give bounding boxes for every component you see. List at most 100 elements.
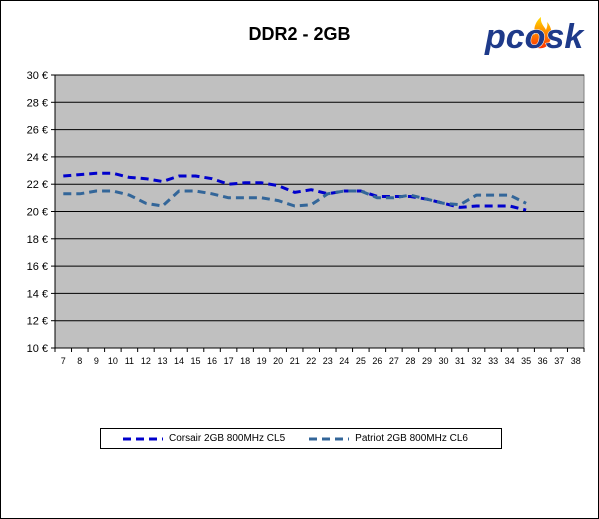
x-tick-label: 26: [372, 356, 382, 366]
y-tick-label: 10 €: [27, 343, 48, 355]
y-tick-label: 20 €: [27, 207, 48, 219]
data-point-patriot: [78, 192, 81, 195]
legend-item-patriot: Patriot 2GB 800MHz CL6: [309, 433, 468, 444]
x-tick-label: 29: [422, 356, 432, 366]
data-point-corsair: [144, 177, 147, 180]
data-point-patriot: [475, 194, 478, 197]
x-tick-label: 10: [108, 356, 118, 366]
data-point-patriot: [144, 202, 147, 205]
data-point-corsair: [475, 205, 478, 208]
data-point-corsair: [78, 173, 81, 176]
data-point-corsair: [62, 175, 65, 178]
data-point-corsair: [177, 175, 180, 178]
x-tick-label: 8: [77, 356, 82, 366]
data-point-patriot: [525, 202, 528, 205]
data-point-patriot: [459, 203, 462, 206]
legend-label-corsair: Corsair 2GB 800MHz CL5: [169, 433, 286, 444]
x-tick-label: 32: [472, 356, 482, 366]
data-point-corsair: [492, 205, 495, 208]
series-line-patriot: [63, 189, 527, 208]
data-point-corsair: [111, 172, 114, 175]
chart-legend: Corsair 2GB 800MHz CL5 Patriot 2GB 800MH…: [100, 428, 502, 449]
data-point-corsair: [128, 176, 131, 179]
x-tick-label: 24: [339, 356, 349, 366]
chart-title: DDR2 - 2GB: [248, 24, 351, 44]
x-tick-label: 12: [141, 356, 151, 366]
data-point-patriot: [177, 190, 180, 193]
data-point-corsair: [260, 181, 263, 184]
data-point-patriot: [376, 196, 379, 199]
pcosk-logo: pcosk: [483, 12, 587, 57]
x-tick-label: 28: [405, 356, 415, 366]
data-point-patriot: [277, 199, 280, 202]
logo-text: pcosk: [484, 18, 585, 56]
data-point-patriot: [492, 194, 495, 197]
y-tick-label: 18 €: [27, 234, 48, 246]
data-point-patriot: [359, 190, 362, 193]
x-tick-label: 14: [174, 356, 184, 366]
y-tick-label: 28 €: [27, 97, 48, 109]
data-point-patriot: [343, 190, 346, 193]
x-tick-label: 17: [224, 356, 234, 366]
x-tick-label: 33: [488, 356, 498, 366]
data-point-patriot: [227, 196, 230, 199]
data-point-patriot: [161, 205, 164, 208]
legend-swatch-corsair: [123, 437, 163, 440]
x-tick-label: 11: [125, 356, 134, 366]
data-point-patriot: [128, 194, 131, 197]
x-tick-label: 35: [521, 356, 531, 366]
data-point-patriot: [260, 196, 263, 199]
x-tick-label: 31: [455, 356, 465, 366]
data-point-patriot: [442, 202, 445, 205]
data-point-patriot: [244, 196, 247, 199]
x-tick-label: 30: [438, 356, 448, 366]
data-point-corsair: [277, 184, 280, 187]
data-point-corsair: [211, 177, 214, 180]
data-point-corsair: [310, 188, 313, 191]
data-point-patriot: [508, 194, 511, 197]
data-point-patriot: [95, 190, 98, 193]
data-point-patriot: [326, 192, 329, 195]
data-point-corsair: [227, 183, 230, 186]
x-tick-label: 9: [94, 356, 99, 366]
data-point-patriot: [409, 194, 412, 197]
x-tick-label: 15: [191, 356, 201, 366]
x-tick-label: 38: [571, 356, 581, 366]
data-point-corsair: [194, 175, 197, 178]
x-tick-label: 37: [554, 356, 564, 366]
y-tick-label: 22 €: [27, 179, 48, 191]
x-tick-label: 23: [323, 356, 333, 366]
x-tick-label: 13: [157, 356, 167, 366]
y-tick-label: 26 €: [27, 125, 48, 137]
data-point-corsair: [293, 191, 296, 194]
data-point-patriot: [293, 205, 296, 208]
series-line-corsair: [63, 171, 527, 212]
x-tick-label: 27: [389, 356, 399, 366]
data-point-patriot: [62, 192, 65, 195]
x-tick-label: 22: [306, 356, 316, 366]
x-tick-label: 7: [61, 356, 66, 366]
legend-swatch-patriot: [309, 437, 350, 440]
x-tick-label: 19: [257, 356, 267, 366]
data-point-corsair: [525, 209, 528, 212]
x-tick-label: 36: [538, 356, 548, 366]
legend-item-corsair: Corsair 2GB 800MHz CL5: [123, 433, 285, 444]
flame-icon: [529, 17, 552, 49]
x-tick-label: 20: [273, 356, 283, 366]
x-tick-label: 16: [207, 356, 217, 366]
y-tick-label: 30 €: [27, 70, 48, 82]
y-tick-label: 24 €: [27, 152, 48, 164]
y-tick-label: 14 €: [27, 288, 48, 300]
data-point-patriot: [111, 190, 114, 193]
y-tick-label: 12 €: [27, 316, 48, 328]
data-point-corsair: [161, 180, 164, 183]
data-point-patriot: [392, 196, 395, 199]
x-tick-label: 18: [240, 356, 250, 366]
data-point-corsair: [508, 205, 511, 208]
x-tick-label: 34: [505, 356, 515, 366]
data-point-corsair: [244, 181, 247, 184]
x-tick-label: 21: [290, 356, 300, 366]
data-point-patriot: [425, 198, 428, 201]
data-point-patriot: [194, 190, 197, 193]
